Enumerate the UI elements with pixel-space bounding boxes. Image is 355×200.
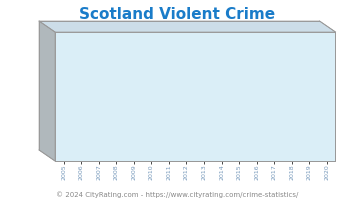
Text: © 2024 CityRating.com - https://www.cityrating.com/crime-statistics/: © 2024 CityRating.com - https://www.city… xyxy=(56,191,299,198)
Text: Scotland Violent Crime: Scotland Violent Crime xyxy=(80,7,275,22)
